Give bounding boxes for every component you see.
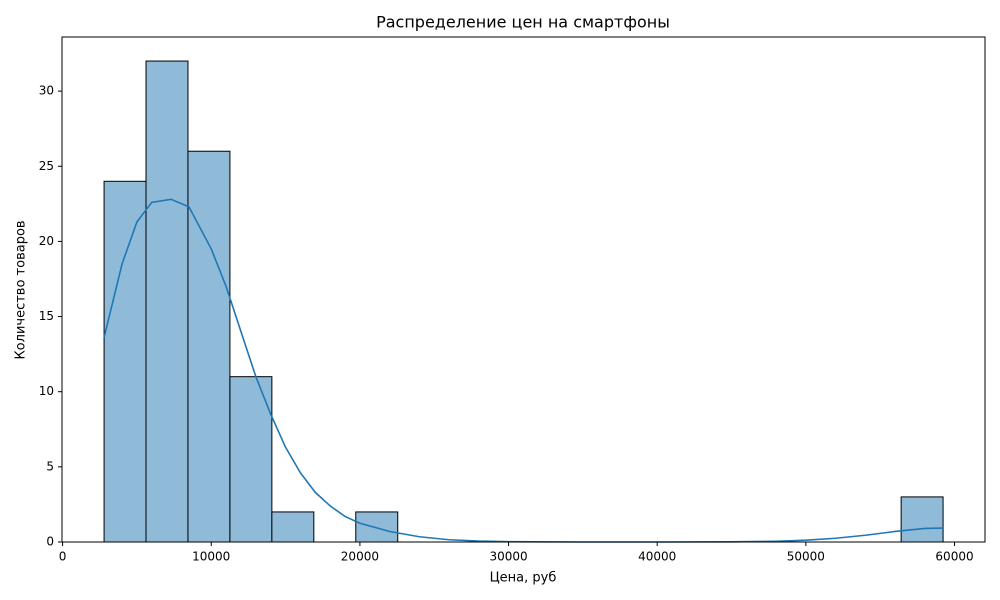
bar (103, 180, 147, 543)
bar (187, 150, 231, 543)
y-tick-label: 15 (39, 309, 54, 323)
x-tick-label: 10000 (192, 550, 230, 564)
x-tick-label: 30000 (489, 550, 527, 564)
bar (355, 511, 399, 543)
plot-frame (61, 36, 986, 543)
x-tick-label: 20000 (341, 550, 379, 564)
y-tick-label: 20 (39, 234, 54, 248)
chart-title: Распределение цен на смартфоны (376, 13, 670, 32)
bar (900, 496, 944, 543)
y-tick-label: 5 (46, 459, 54, 473)
x-tick-label: 0 (59, 550, 67, 564)
x-tick-label: 50000 (787, 550, 825, 564)
y-tick-label: 10 (39, 384, 54, 398)
bar (271, 511, 315, 543)
x-axis-label: Цена, руб (490, 571, 557, 586)
x-tick-label: 40000 (638, 550, 676, 564)
bar (229, 376, 273, 543)
bar (145, 60, 189, 543)
y-tick-label: 30 (39, 84, 54, 98)
kde-line (103, 198, 944, 543)
y-axis-label: Количество товаров (14, 220, 29, 359)
y-tick-label: 25 (39, 159, 54, 173)
x-tick-label: 60000 (935, 550, 973, 564)
y-tick-label: 0 (46, 535, 54, 549)
